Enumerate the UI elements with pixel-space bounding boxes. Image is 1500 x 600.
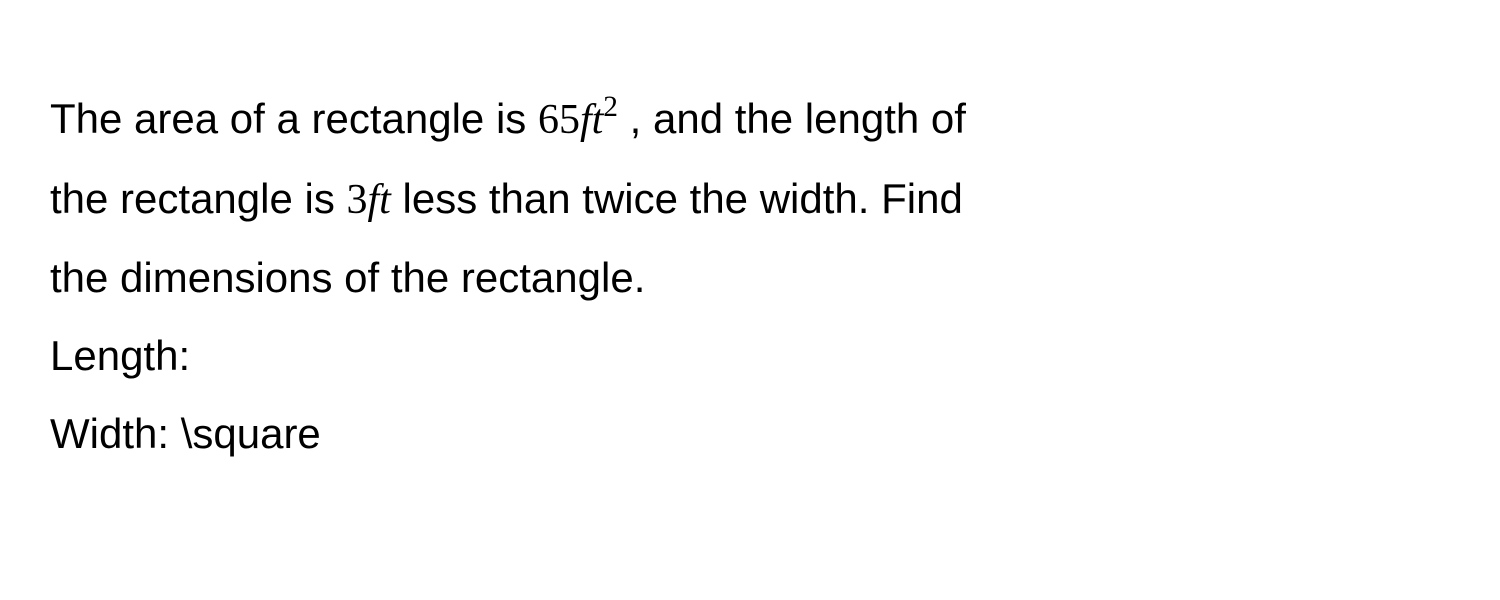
text-segment: , and the length of — [618, 95, 966, 142]
text-segment: The area of a rectangle is — [50, 95, 538, 142]
text-segment: the dimensions of the rectangle. — [50, 254, 645, 301]
area-exponent: 2 — [603, 91, 618, 123]
width-input-placeholder[interactable]: \square — [181, 410, 321, 457]
diff-unit: ft — [368, 177, 391, 223]
length-label: Length: — [50, 332, 190, 379]
area-value: 65 — [538, 97, 580, 143]
text-segment: the rectangle is — [50, 175, 347, 222]
width-line: Width: \square — [50, 395, 1450, 473]
text-segment: less than twice the width. Find — [391, 175, 963, 222]
area-unit: ft — [580, 97, 603, 143]
line-1: The area of a rectangle is 65ft2 , and t… — [50, 80, 1450, 160]
line-2: the rectangle is 3ft less than twice the… — [50, 160, 1450, 240]
line-3: the dimensions of the rectangle. — [50, 239, 1450, 317]
problem-text: The area of a rectangle is 65ft2 , and t… — [50, 80, 1450, 472]
width-label: Width: — [50, 410, 181, 457]
diff-value: 3 — [347, 177, 368, 223]
length-line: Length: — [50, 317, 1450, 395]
